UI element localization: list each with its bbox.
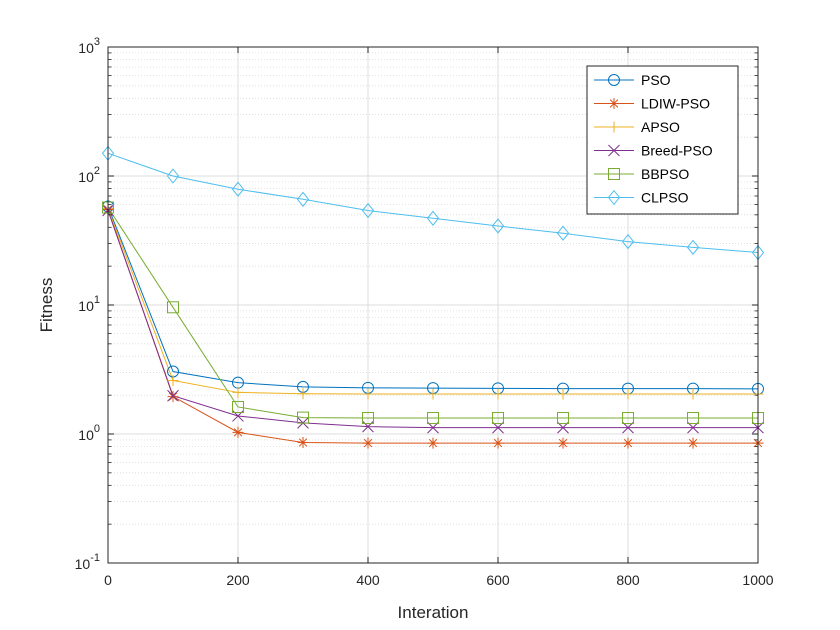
data-point (362, 412, 374, 425)
legend-marker (607, 189, 621, 206)
series-line-clpso (107, 152, 759, 254)
data-point (362, 420, 374, 433)
series-line-bbpso (107, 207, 758, 419)
data-point (167, 301, 179, 314)
data-point (362, 437, 374, 449)
legend-marker (608, 121, 620, 133)
data-point (622, 388, 634, 400)
y-tick-label: 101 (78, 294, 100, 314)
x-axis-label: Interation (398, 603, 469, 622)
data-point (167, 389, 179, 402)
data-point (687, 437, 699, 449)
data-point (296, 191, 310, 207)
x-tick-label: 200 (226, 572, 250, 588)
data-point (621, 233, 635, 250)
x-tick-label: 1000 (742, 572, 773, 588)
y-tick-label: 10-1 (75, 552, 100, 572)
x-tick-label: 0 (104, 572, 112, 588)
legend-label: BBPSO (641, 166, 689, 182)
data-point (492, 437, 504, 449)
y-tick-base: 10 (75, 556, 91, 572)
data-point (427, 437, 439, 449)
legend-marker (608, 168, 620, 180)
data-point (686, 239, 700, 255)
legend-marker (608, 74, 620, 86)
data-point (622, 437, 634, 449)
y-tick-base: 10 (78, 298, 94, 314)
data-point (362, 388, 374, 400)
grid (108, 47, 758, 563)
data-point (232, 426, 244, 438)
data-point (426, 210, 440, 226)
data-point (297, 436, 309, 448)
data-point (687, 388, 699, 400)
y-tick-label: 102 (78, 165, 100, 185)
data-point (427, 412, 439, 425)
series-markers-clpso (101, 145, 765, 261)
data-point (492, 388, 504, 400)
series-line-pso (107, 206, 759, 390)
y-axis-label: Fitness (37, 278, 56, 333)
y-tick-exponent: -1 (90, 552, 100, 564)
series-markers (101, 145, 765, 449)
legend-box (586, 65, 739, 215)
data-point (557, 437, 569, 449)
data-point (361, 202, 375, 219)
y-tick-exponent: 0 (94, 423, 100, 435)
y-tick-exponent: 3 (94, 36, 100, 48)
legend-label: CLPSO (641, 190, 689, 206)
y-tick-label: 103 (78, 36, 100, 56)
y-tick-exponent: 1 (94, 294, 100, 306)
legend-label: Breed-PSO (641, 143, 713, 159)
legend-marker (608, 98, 620, 109)
legend-label: LDIW-PSO (641, 96, 710, 112)
data-point (557, 412, 569, 425)
x-tick-label: 600 (486, 572, 510, 588)
data-point (166, 168, 180, 184)
data-point (492, 412, 504, 425)
y-tick-base: 10 (78, 169, 94, 185)
data-point (491, 218, 505, 234)
data-point (557, 388, 569, 400)
legend-label: PSO (641, 72, 671, 88)
data-point (622, 412, 634, 425)
data-point (556, 225, 570, 241)
data-point (427, 388, 439, 400)
data-point (232, 386, 244, 398)
axis-ticks (107, 46, 759, 564)
data-point (232, 400, 244, 413)
data-point (167, 391, 179, 403)
y-tick-base: 10 (78, 40, 94, 56)
legend-label: APSO (641, 119, 680, 135)
y-tick-base: 10 (78, 427, 94, 443)
data-point (297, 411, 309, 424)
y-tick-exponent: 2 (94, 165, 100, 177)
x-tick-label: 400 (356, 572, 380, 588)
data-point (687, 412, 699, 425)
data-point (231, 181, 245, 197)
legend: PSO LDIW-PSO APSO Breed-PSO BBPSO CLPSO (586, 65, 739, 215)
data-point (167, 374, 179, 386)
x-tick-label: 800 (616, 572, 640, 588)
data-point (297, 388, 309, 400)
legend-marker (608, 144, 620, 157)
y-tick-label: 100 (78, 423, 100, 443)
